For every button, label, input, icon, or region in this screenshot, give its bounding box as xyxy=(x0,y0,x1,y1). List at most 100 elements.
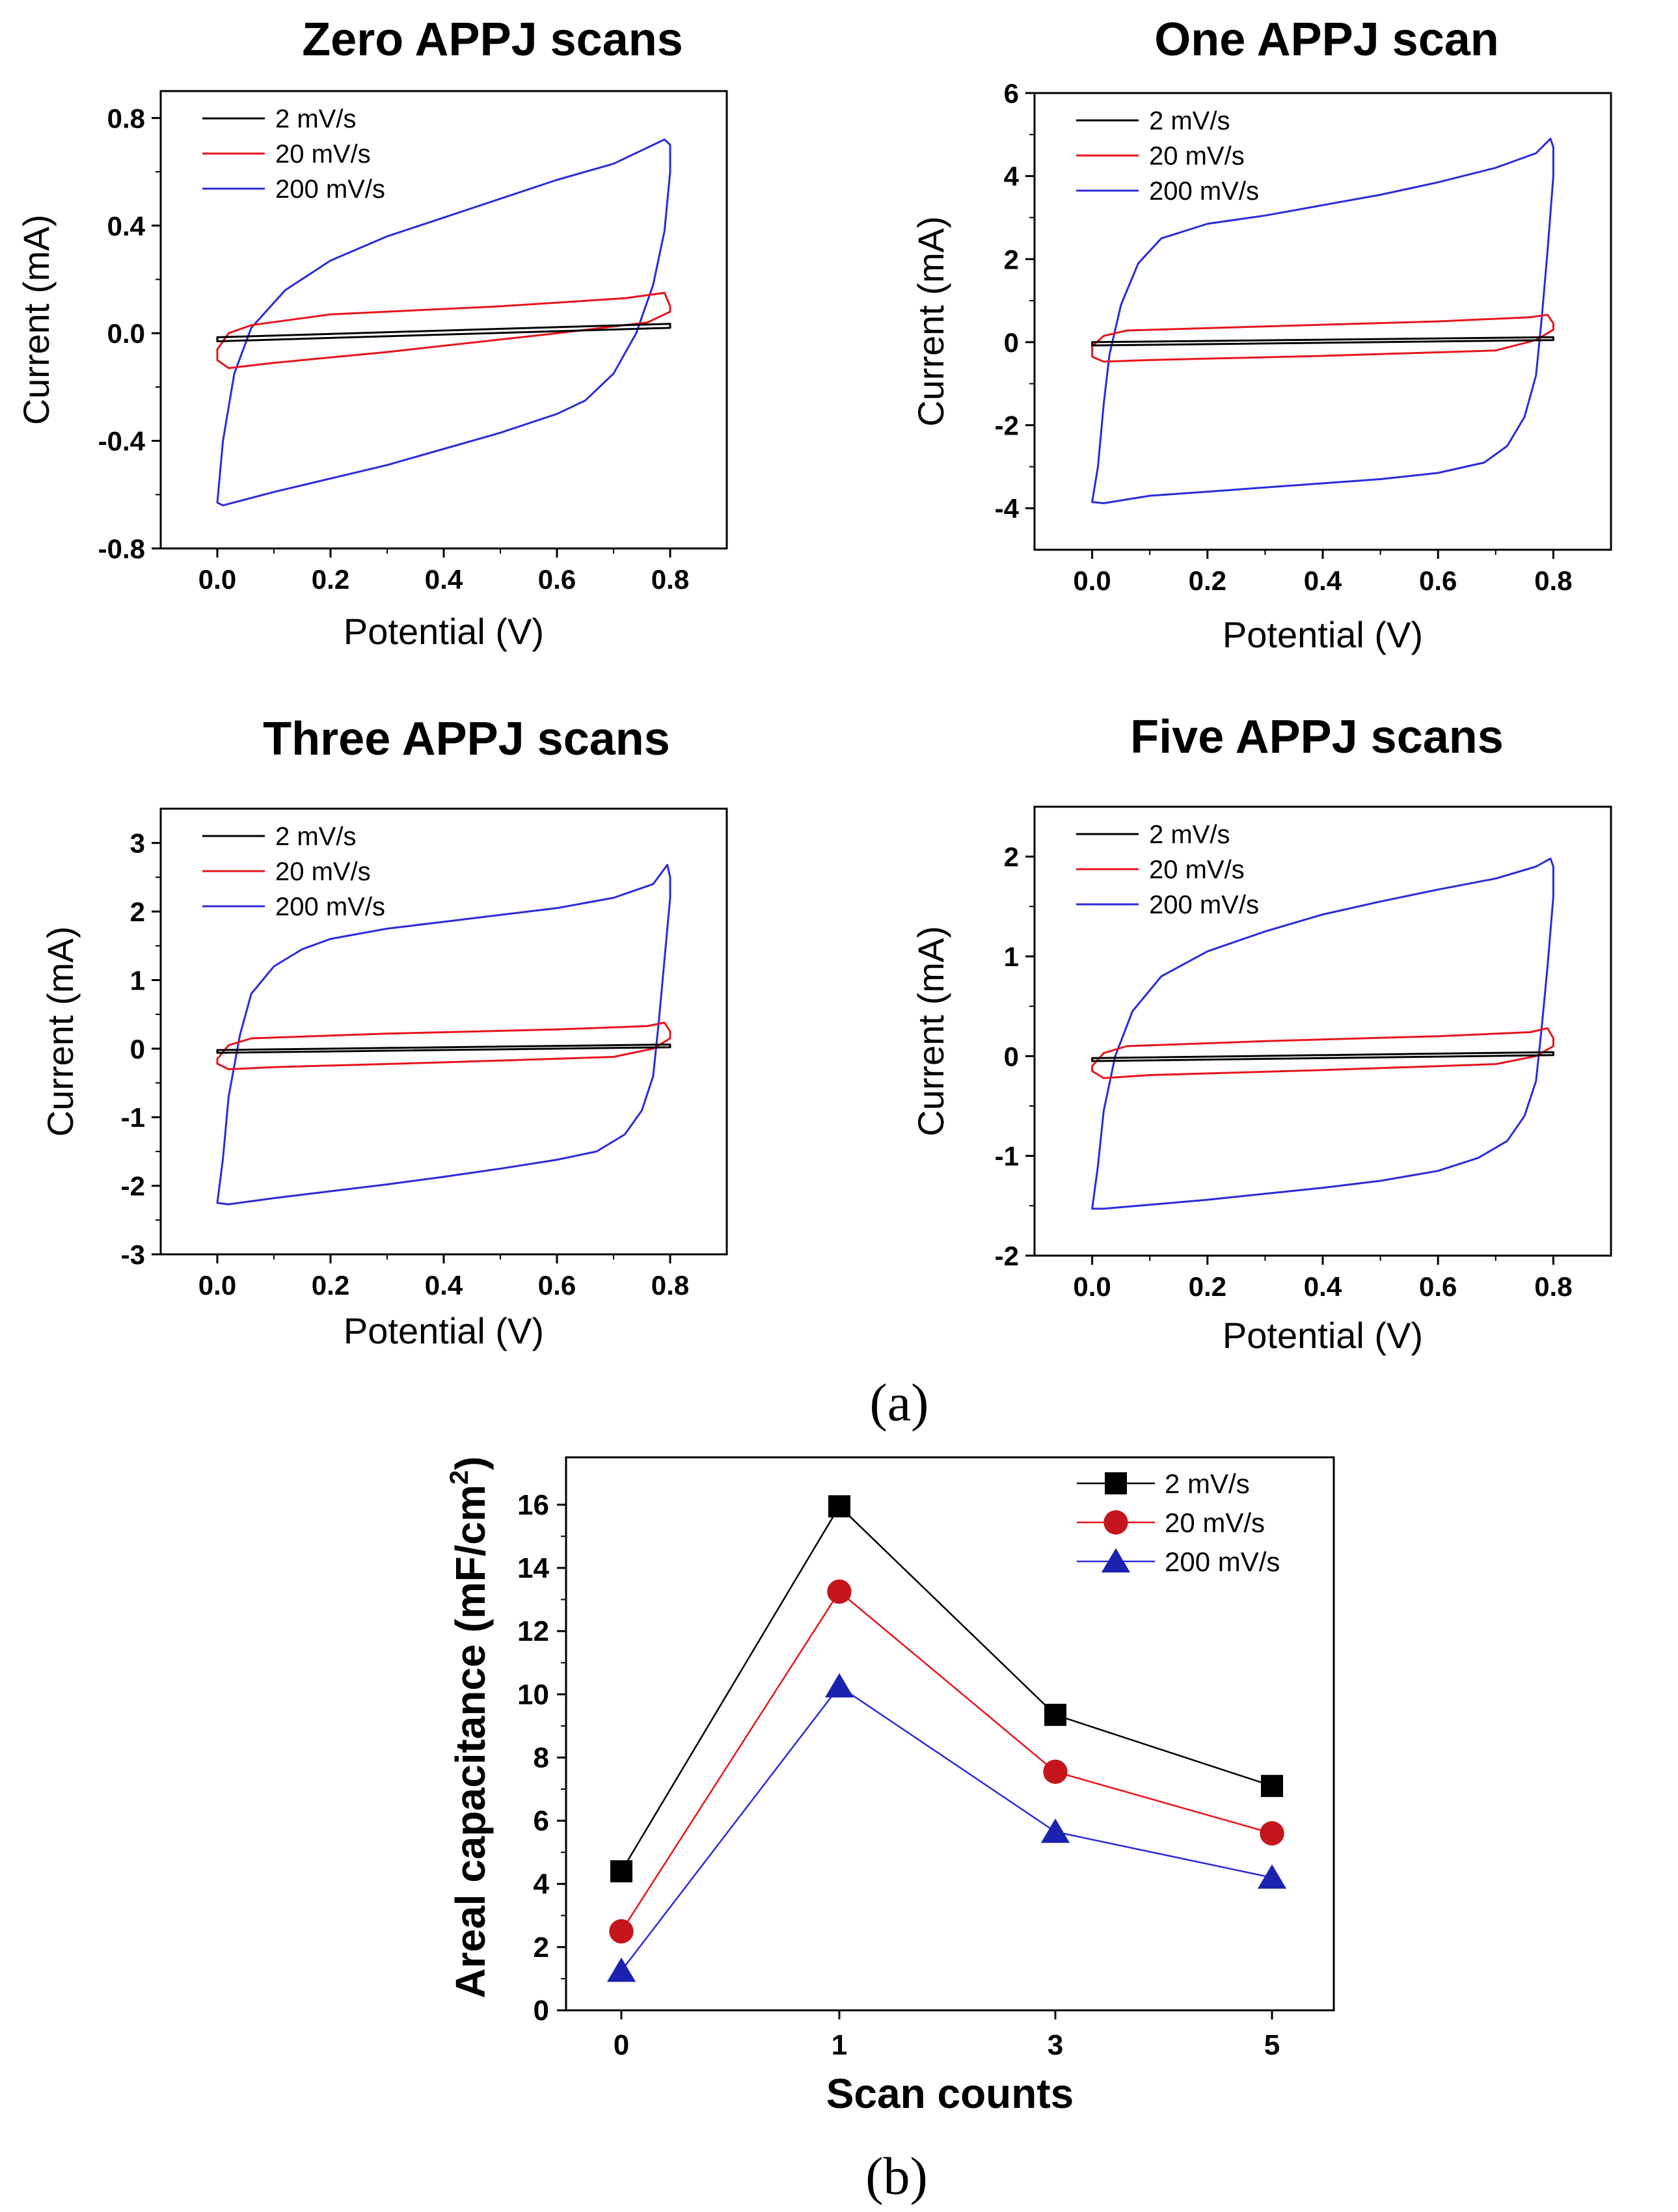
cv-loop-200-mv-s xyxy=(216,138,671,507)
cv-loop-20-mv-s xyxy=(1091,1027,1554,1079)
marker-circle xyxy=(827,1579,852,1604)
series-line-circle xyxy=(620,1590,1273,1932)
caption-a: (a) xyxy=(869,1373,928,1432)
cv-loop-200-mv-s xyxy=(1091,857,1554,1210)
plot-frame xyxy=(1033,92,1612,551)
marker-circle xyxy=(1103,1510,1128,1535)
y-tick-label: 1 xyxy=(1004,941,1019,972)
y-tick-label: 1 xyxy=(130,965,145,995)
marker-square xyxy=(610,1860,632,1883)
x-tick-label: 0.0 xyxy=(198,564,236,595)
marker-triangle xyxy=(1040,1818,1070,1843)
cv-loop-200-mv-s xyxy=(216,863,671,1206)
marker-circle xyxy=(1043,1759,1068,1784)
cv-panel-five-scans: Five APPJ scans 0.0 0.2 0.4 0.6 0.8 -2 -1 0 1 2 Pot… xyxy=(910,711,1612,1356)
x-tick-label: 0.8 xyxy=(1534,1271,1572,1302)
y-axis-label: Current (mA) xyxy=(40,926,81,1137)
cv-panel-zero-scans: Zero APPJ scans 0.0 0.2 0.4 0.6 0.8 -0.8 -0.4 0.… xyxy=(16,14,728,652)
x-tick-label: 0.2 xyxy=(312,1270,349,1301)
legend-label: 2 mV/s xyxy=(275,822,356,851)
y-tick-label: 4 xyxy=(534,1868,550,1900)
x-axis-label: Scan counts xyxy=(826,2070,1074,2117)
y-tick-label: -2 xyxy=(995,411,1019,441)
x-tick-label: 0.0 xyxy=(198,1270,236,1301)
x-tick-label: 0.4 xyxy=(425,1270,463,1301)
legend-label: 20 mV/s xyxy=(1149,142,1245,170)
y-tick-label: 16 xyxy=(517,1489,549,1521)
y-tick-label: -2 xyxy=(995,1241,1019,1271)
x-tick-label: 0.2 xyxy=(312,564,349,595)
y-tick-label: -0.8 xyxy=(98,533,145,564)
x-axis-label: Potential (V) xyxy=(1223,614,1423,655)
plot-frame xyxy=(565,1456,1335,2012)
marker-triangle xyxy=(1257,1864,1287,1889)
x-tick-label: 0 xyxy=(614,2029,629,2061)
y-tick-label: 8 xyxy=(534,1742,549,1774)
legend-label: 20 mV/s xyxy=(1149,856,1245,884)
chart-title: Five APPJ scans xyxy=(1130,711,1504,763)
marker-circle xyxy=(609,1919,634,1944)
x-tick-label: 0.8 xyxy=(651,564,689,595)
y-axis-label: Current (mA) xyxy=(16,215,57,425)
x-tick-label: 0.0 xyxy=(1073,1271,1111,1302)
x-tick-label: 0.4 xyxy=(1304,565,1342,596)
y-tick-label: 2 xyxy=(130,897,145,927)
legend-label: 20 mV/s xyxy=(1165,1507,1265,1538)
legend-label: 200 mV/s xyxy=(1149,177,1259,206)
y-tick-label: 12 xyxy=(517,1615,549,1647)
y-tick-label: 2 xyxy=(534,1932,549,1963)
cv-loop-20-mv-s xyxy=(216,1021,671,1070)
cv-panel-one-scan: One APPJ scan 0.0 0.2 0.4 0.6 0.8 -4 -2 0 2 4 6 Pote… xyxy=(910,14,1612,655)
legend-label: 2 mV/s xyxy=(1165,1468,1250,1499)
x-tick-label: 3 xyxy=(1048,2029,1063,2061)
x-tick-label: 0.6 xyxy=(538,1270,576,1301)
x-tick-label: 0.6 xyxy=(1419,565,1457,596)
x-tick-label: 5 xyxy=(1264,2029,1280,2061)
y-tick-label: 0 xyxy=(130,1034,145,1064)
cv-loop-2-mv-s xyxy=(216,1044,671,1054)
y-axis-label: Current (mA) xyxy=(910,926,951,1137)
y-tick-label: -1 xyxy=(121,1102,145,1133)
y-tick-label: 6 xyxy=(1004,78,1019,109)
marker-square xyxy=(828,1495,850,1518)
y-tick-label: 4 xyxy=(1004,161,1020,192)
y-tick-label: 0.8 xyxy=(107,103,145,133)
chart-title: Zero APPJ scans xyxy=(302,14,683,66)
y-tick-label: 0 xyxy=(534,1995,549,2027)
marker-square xyxy=(1105,1472,1127,1494)
y-tick-label: 6 xyxy=(534,1805,549,1837)
cv-loop-20-mv-s xyxy=(216,291,671,370)
cv-loop-2-mv-s xyxy=(216,323,671,343)
y-tick-label: 3 xyxy=(130,828,145,859)
y-axis-label: Areal capacitance (mF/cm2) xyxy=(445,1456,494,1998)
legend-label: 2 mV/s xyxy=(1149,107,1230,135)
marker-square xyxy=(1044,1703,1066,1726)
y-tick-label: -0.4 xyxy=(98,426,146,457)
y-tick-label: 0 xyxy=(1004,327,1019,358)
cv-loop-2-mv-s xyxy=(1091,1051,1554,1062)
y-tick-label: 0 xyxy=(1004,1041,1019,1072)
series-line-triangle xyxy=(621,1685,1273,1972)
legend-label: 200 mV/s xyxy=(1149,891,1259,919)
x-tick-label: 0.0 xyxy=(1073,565,1111,596)
x-tick-label: 0.8 xyxy=(1534,565,1572,596)
legend-label: 200 mV/s xyxy=(275,893,385,921)
y-axis-label: Current (mA) xyxy=(910,216,951,427)
marker-triangle xyxy=(824,1673,854,1698)
legend-label: 2 mV/s xyxy=(275,105,356,133)
marker-square xyxy=(1261,1775,1283,1798)
y-tick-label: -4 xyxy=(995,493,1020,524)
x-tick-label: 1 xyxy=(832,2029,847,2061)
cv-loop-20-mv-s xyxy=(1091,314,1554,363)
y-tick-label: -3 xyxy=(121,1239,145,1270)
x-tick-label: 0.8 xyxy=(651,1270,689,1301)
y-tick-label: 2 xyxy=(1004,244,1019,275)
cv-panel-three-scans: Three APPJ scans 0.0 0.2 0.4 0.6 0.8 -3 -2 -1 0 1 2… xyxy=(40,713,728,1351)
x-tick-label: 0.6 xyxy=(538,564,576,595)
legend-label: 20 mV/s xyxy=(275,140,371,169)
marker-triangle xyxy=(606,1957,636,1982)
x-tick-label: 0.2 xyxy=(1189,1271,1226,1302)
y-tick-label: 10 xyxy=(517,1679,549,1710)
legend-label: 20 mV/s xyxy=(275,857,371,886)
